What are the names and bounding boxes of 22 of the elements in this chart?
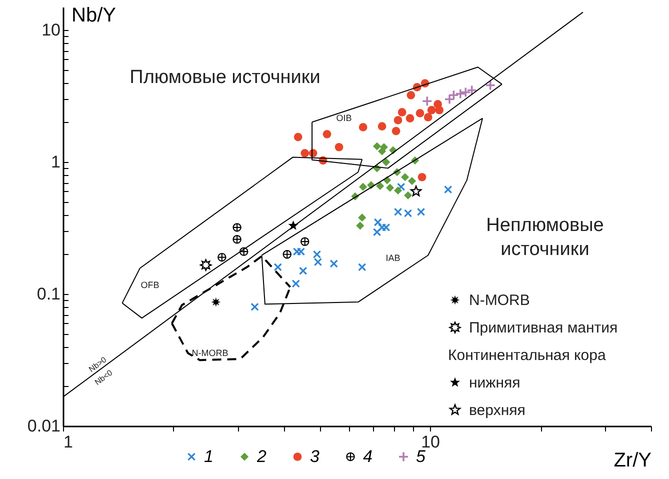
legend-label: 1 xyxy=(204,446,214,466)
annotation: OIB xyxy=(336,113,352,123)
y-tick-label: 0.1 xyxy=(36,284,60,304)
y-tick-label: 0.01 xyxy=(27,416,60,436)
y-axis-title: Nb/Y xyxy=(72,4,116,26)
annotation: IAB xyxy=(386,253,400,263)
legend-label: N-MORB xyxy=(469,292,530,309)
legend-label: Примитивная мантия xyxy=(469,320,618,336)
y-tick-label: 1 xyxy=(51,152,60,172)
legend-label: 5 xyxy=(416,446,426,466)
annotation: Плюмовые источники xyxy=(130,67,320,88)
annotation: Континентальная кора xyxy=(448,347,606,364)
annotation: Неплюмовые источники xyxy=(486,215,604,260)
legend-label: нижняя xyxy=(469,374,520,392)
legend-label: 3 xyxy=(310,446,320,466)
legend-label: 4 xyxy=(363,446,372,466)
y-tick-label: 10 xyxy=(42,20,60,40)
annotation: OFB xyxy=(140,280,160,290)
legend-label: верхняя xyxy=(469,402,526,419)
x-axis-title: Zr/Y xyxy=(614,450,652,472)
annotation: N-MORB xyxy=(192,348,228,358)
legend-label: 2 xyxy=(256,446,267,466)
